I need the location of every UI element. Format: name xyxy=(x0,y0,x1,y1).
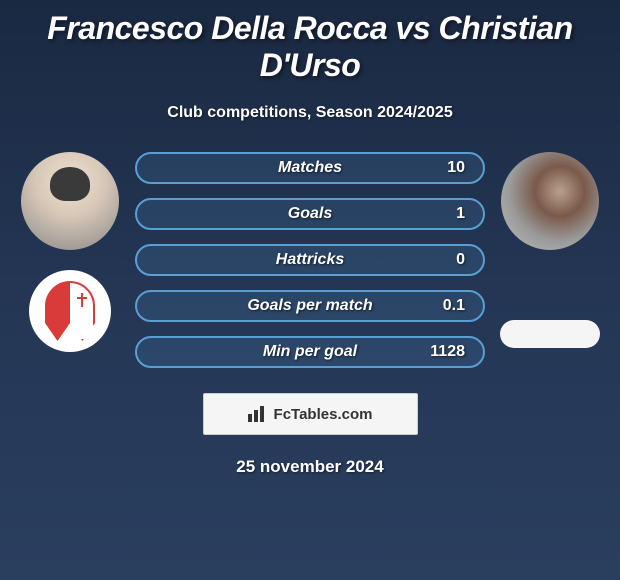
player-right-team-placeholder xyxy=(500,320,600,348)
branding-text: FcTables.com xyxy=(274,406,373,423)
stat-label: Matches xyxy=(278,159,342,177)
snapshot-date: 25 november 2024 xyxy=(0,457,620,477)
stat-label: Hattricks xyxy=(276,251,344,269)
player-right-avatar xyxy=(501,152,599,250)
stat-row: Hattricks 0 xyxy=(135,244,485,276)
branding-badge: FcTables.com xyxy=(203,393,418,435)
player-left-avatar xyxy=(21,152,119,250)
main-content: Matches 10 Goals 1 Hattricks 0 Goals per… xyxy=(0,122,620,368)
stat-value-right: 1 xyxy=(435,205,465,223)
stat-row: Min per goal 1128 xyxy=(135,336,485,368)
bar-chart-icon xyxy=(248,406,268,422)
stat-value-right: 1128 xyxy=(430,343,465,361)
stats-column: Matches 10 Goals 1 Hattricks 0 Goals per… xyxy=(130,152,490,368)
stat-row: Matches 10 xyxy=(135,152,485,184)
stat-row: Goals 1 xyxy=(135,198,485,230)
stat-label: Min per goal xyxy=(263,343,357,361)
stat-value-right: 0 xyxy=(435,251,465,269)
player-left-team-logo xyxy=(29,270,111,352)
player-left-column xyxy=(10,152,130,352)
stat-row: Goals per match 0.1 xyxy=(135,290,485,322)
stat-value-right: 0.1 xyxy=(435,297,465,315)
shield-icon xyxy=(45,281,95,341)
season-subtitle: Club competitions, Season 2024/2025 xyxy=(0,104,620,122)
player-right-column xyxy=(490,152,610,348)
stat-value-right: 10 xyxy=(435,159,465,177)
stat-label: Goals xyxy=(288,205,332,223)
comparison-title: Francesco Della Rocca vs Christian D'Urs… xyxy=(0,0,620,84)
stat-label: Goals per match xyxy=(247,297,372,315)
